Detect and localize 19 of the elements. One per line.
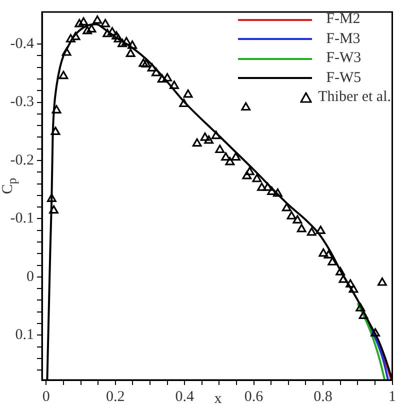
y-tick-label: -0.2 <box>10 152 34 168</box>
x-tick-label: 0.8 <box>314 388 332 405</box>
x-tick-label: 1 <box>388 388 396 405</box>
x-tick-label: 0.2 <box>106 388 125 405</box>
y-tick-label: -0.4 <box>10 36 34 52</box>
legend-label: F-M3 <box>326 30 360 48</box>
y-tick-label: 0 <box>26 268 34 285</box>
x-tick-label: 0.4 <box>175 388 194 405</box>
line-series <box>356 302 386 380</box>
y-tick-label: 0.1 <box>15 327 34 344</box>
legend-label: F-W5 <box>326 68 362 88</box>
legend-label: Thiber et al. <box>318 88 391 107</box>
y-tick-label: -0.3 <box>10 94 34 110</box>
y-tick-label: -0.1 <box>10 210 34 227</box>
x-tick-label: 0 <box>42 388 50 405</box>
x-tick-label: 0.6 <box>244 388 264 405</box>
legend-label: F-M2 <box>326 10 360 29</box>
x-axis-title: x <box>214 391 222 407</box>
legend-label: F-W3 <box>326 49 362 68</box>
